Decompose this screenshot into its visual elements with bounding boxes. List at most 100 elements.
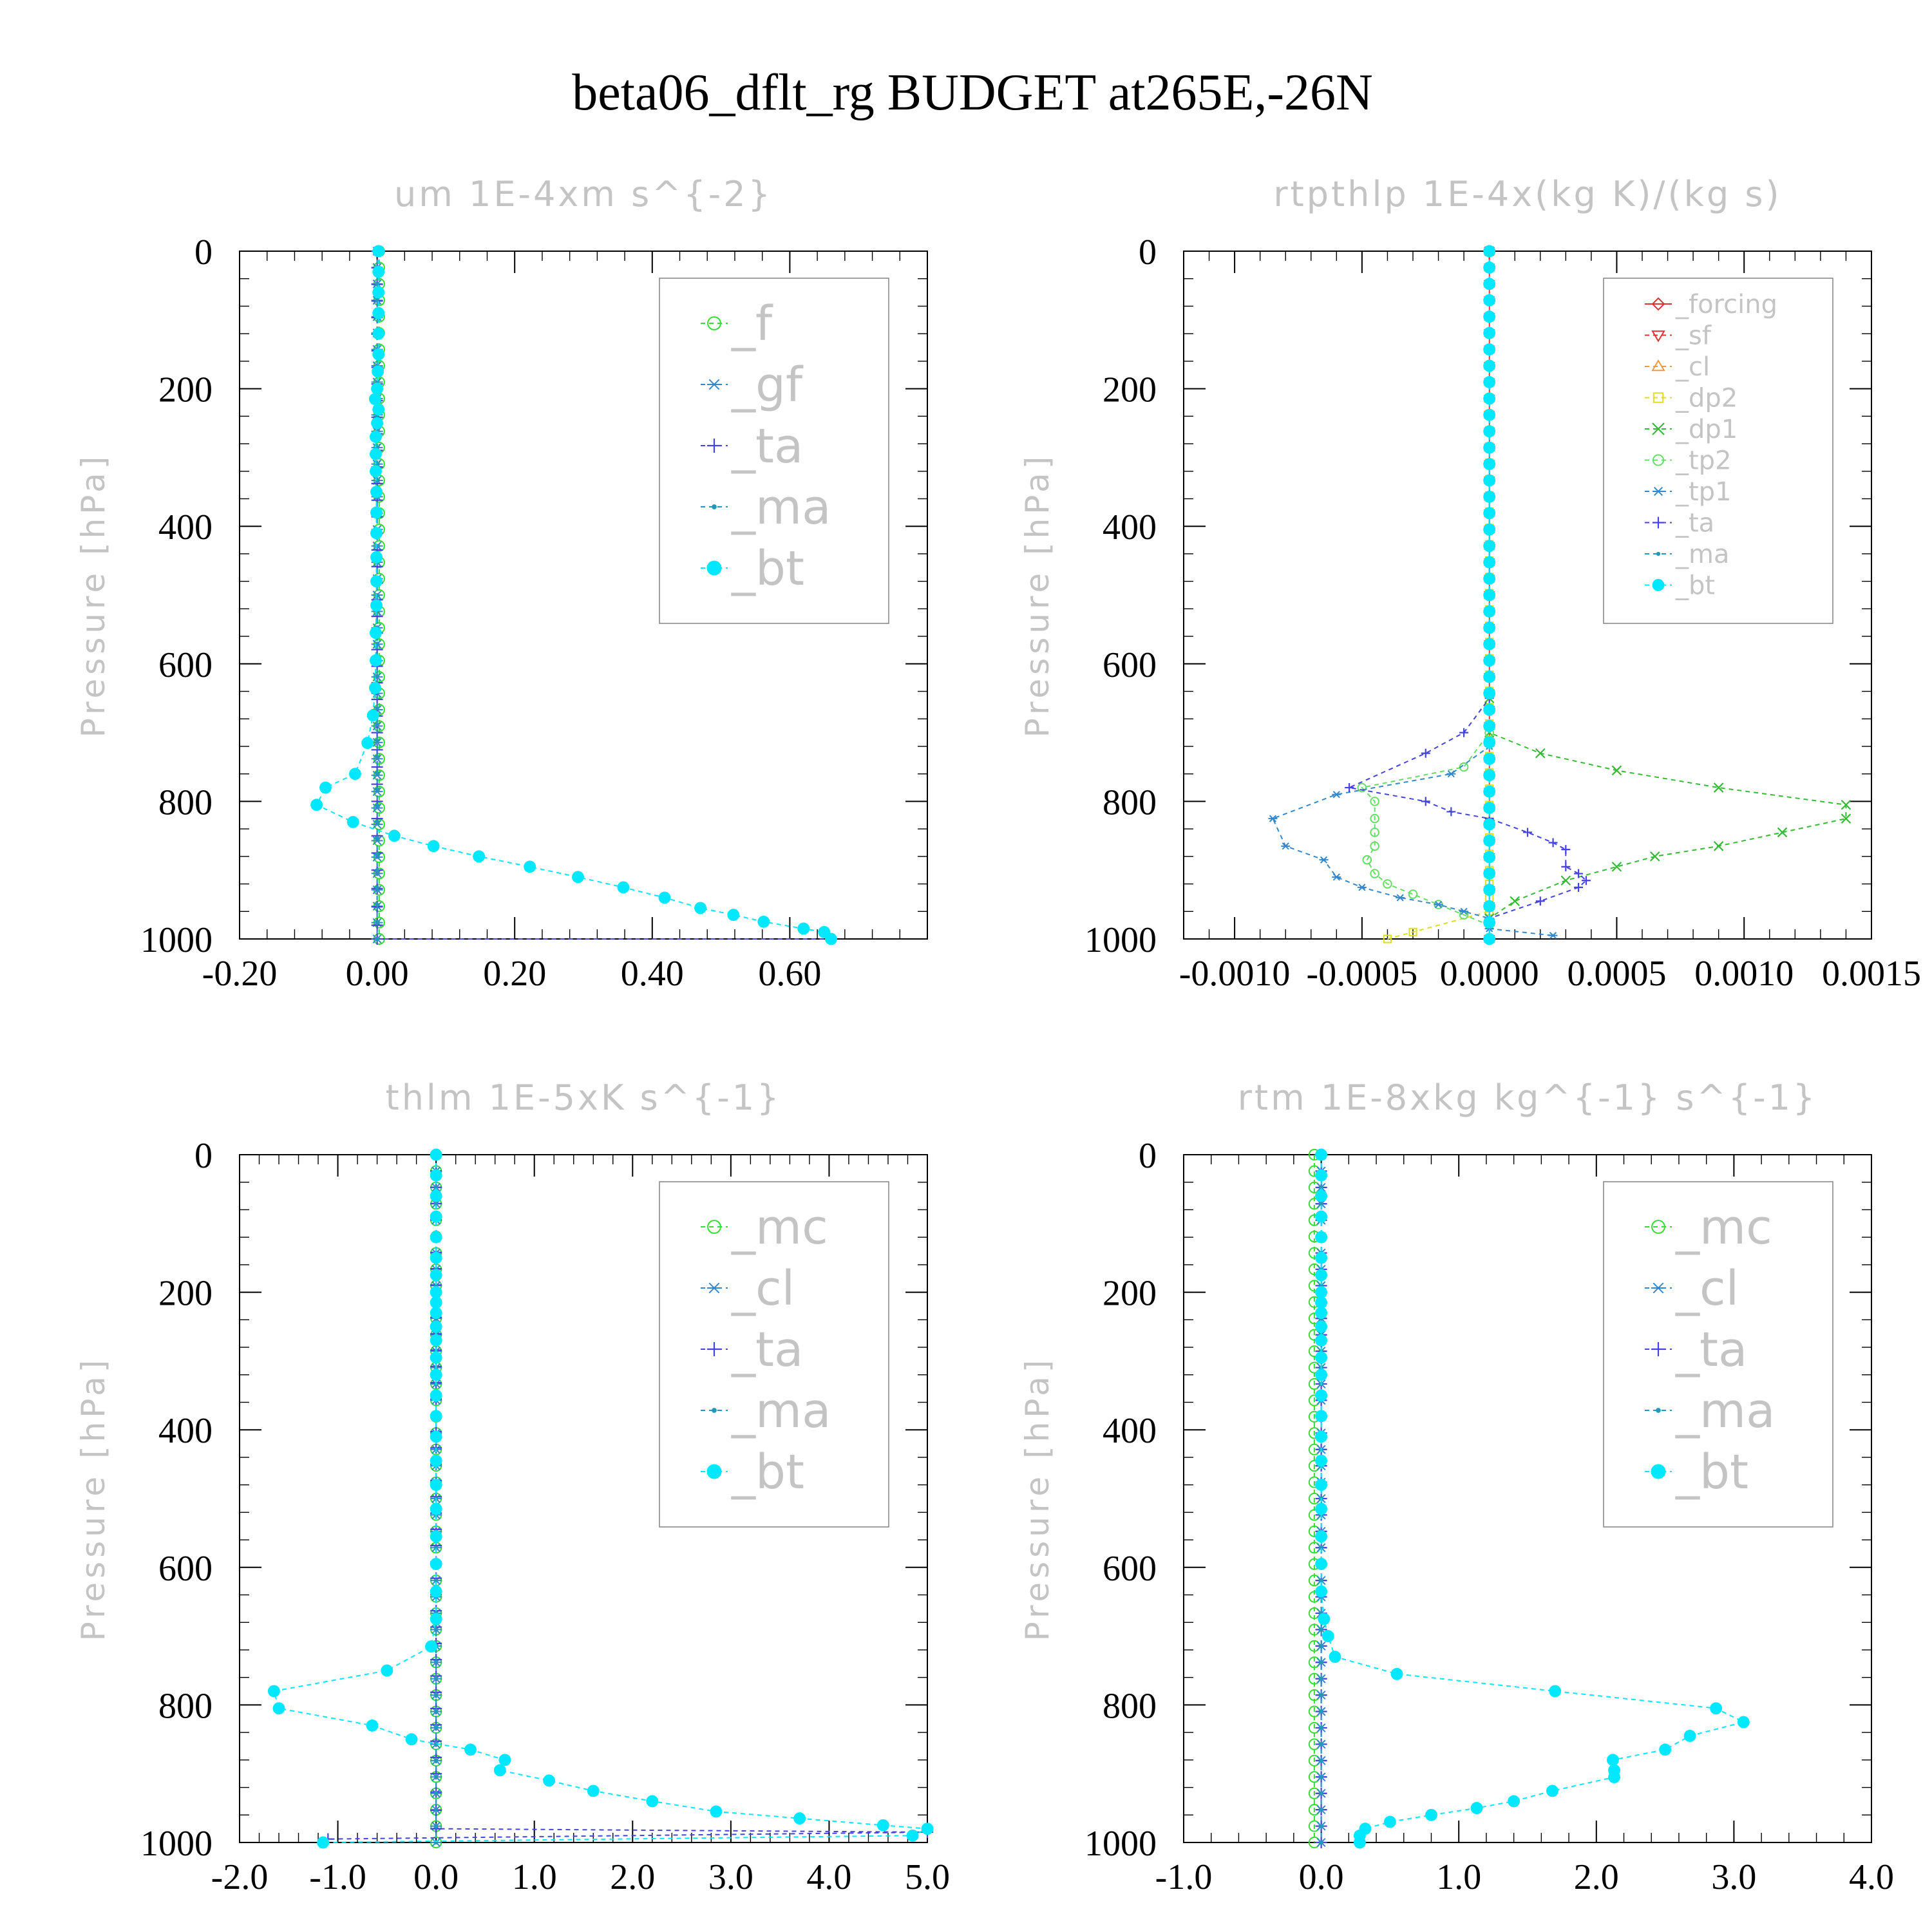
- series-layer: [310, 245, 837, 945]
- data-point: [1483, 670, 1496, 683]
- legend-item: _forcing: [1645, 290, 1777, 319]
- data-point: [427, 840, 440, 853]
- legend-marker: [707, 439, 721, 453]
- data-point: [1383, 1815, 1396, 1828]
- data-point: [1483, 654, 1496, 667]
- data-point: [1483, 933, 1496, 945]
- data-point: [370, 448, 382, 460]
- data-point: [797, 922, 810, 935]
- x-tick-label: 0.20: [483, 954, 546, 994]
- data-point: [1611, 862, 1622, 872]
- data-point: [1383, 879, 1392, 889]
- data-point: [433, 1775, 439, 1779]
- legend-marker: [1651, 297, 1665, 311]
- data-point: [381, 1664, 393, 1677]
- data-point: [524, 860, 536, 873]
- data-point: [370, 486, 383, 498]
- data-point: [370, 465, 382, 478]
- legend-marker: [706, 560, 722, 576]
- data-point: [1396, 894, 1405, 902]
- data-point: [372, 245, 385, 258]
- data-point: [1315, 1351, 1328, 1364]
- data-point: [433, 1627, 439, 1632]
- legend-label: _cl: [1675, 1261, 1739, 1316]
- data-point: [433, 1185, 439, 1190]
- legend-label: _tp1: [1675, 477, 1732, 507]
- data-point: [1315, 1530, 1328, 1543]
- data-point: [1581, 876, 1591, 886]
- legend-marker: [707, 316, 721, 330]
- data-point: [1315, 1296, 1328, 1309]
- data-point: [375, 722, 379, 727]
- data-point: [1319, 1546, 1323, 1550]
- legend-item: _ta: [1645, 509, 1714, 538]
- series-layer: [267, 1148, 934, 1849]
- series-tp1: [1268, 247, 1558, 940]
- plot-frame: [239, 251, 928, 940]
- y-axis-label: Pressure [hPa]: [1019, 1356, 1056, 1642]
- legend-label: _dp1: [1675, 415, 1738, 444]
- data-point: [1560, 875, 1571, 886]
- data-point: [317, 1836, 330, 1849]
- legend-label: _ta: [731, 419, 803, 474]
- legend-label: _ma: [1675, 540, 1729, 569]
- data-point: [370, 575, 383, 588]
- data-point: [370, 506, 383, 519]
- legend-label: _ta: [731, 1322, 803, 1378]
- legend-marker: [707, 1282, 721, 1294]
- y-tick-label: 400: [1103, 1411, 1157, 1451]
- x-tick-label: 0.0015: [1822, 954, 1921, 994]
- data-point: [430, 1585, 442, 1598]
- data-point: [1483, 507, 1496, 520]
- data-point: [430, 1430, 442, 1443]
- data-point: [1315, 1368, 1328, 1381]
- data-point: [1483, 375, 1496, 388]
- data-point: [1315, 1231, 1328, 1244]
- legend-label: _ma: [731, 480, 831, 535]
- data-point: [1408, 927, 1417, 936]
- legend: _f_gf _ta _ma _bt: [659, 278, 889, 624]
- y-tick-label: 1000: [1084, 1824, 1157, 1864]
- data-point: [1315, 1410, 1328, 1423]
- plot-frame: [239, 1154, 928, 1843]
- data-point: [375, 851, 379, 857]
- x-tick-label: -0.20: [202, 954, 278, 994]
- data-point: [493, 1764, 506, 1777]
- data-point: [694, 902, 707, 914]
- legend-marker: [1656, 551, 1661, 556]
- series-line: [1347, 251, 1587, 919]
- series-line: [1272, 251, 1553, 936]
- data-point: [1315, 1148, 1328, 1161]
- y-tick-label: 600: [1103, 1549, 1157, 1589]
- series-line: [1387, 251, 1490, 940]
- data-point: [433, 1824, 439, 1828]
- y-tick-label: 200: [158, 1274, 213, 1314]
- plot-frame: [1183, 1154, 1872, 1843]
- data-point: [1549, 1685, 1562, 1698]
- data-point: [375, 298, 379, 303]
- data-point: [1421, 748, 1430, 758]
- data-point: [1370, 841, 1379, 851]
- data-point: [1319, 1643, 1323, 1649]
- data-point: [543, 1774, 556, 1787]
- data-point: [1319, 1627, 1323, 1632]
- y-tick-label: 400: [1103, 507, 1157, 547]
- data-point: [375, 835, 379, 840]
- series-layer: [1308, 1148, 1750, 1849]
- y-tick-label: 600: [158, 1549, 213, 1589]
- data-point: [433, 1791, 439, 1795]
- y-tick-label: 800: [158, 782, 213, 822]
- data-point: [658, 891, 671, 904]
- x-tick-label: -0.0010: [1179, 954, 1291, 994]
- series-bt: [1315, 1148, 1750, 1849]
- data-point: [1315, 1454, 1328, 1467]
- data-point: [371, 770, 383, 780]
- x-tick-label: 5.0: [905, 1857, 950, 1897]
- data-point: [370, 527, 383, 540]
- data-point: [375, 592, 379, 598]
- data-point: [1659, 1743, 1672, 1756]
- data-point: [1319, 1578, 1323, 1583]
- data-point: [430, 1389, 442, 1402]
- data-point: [372, 348, 385, 361]
- data-point: [430, 1286, 442, 1299]
